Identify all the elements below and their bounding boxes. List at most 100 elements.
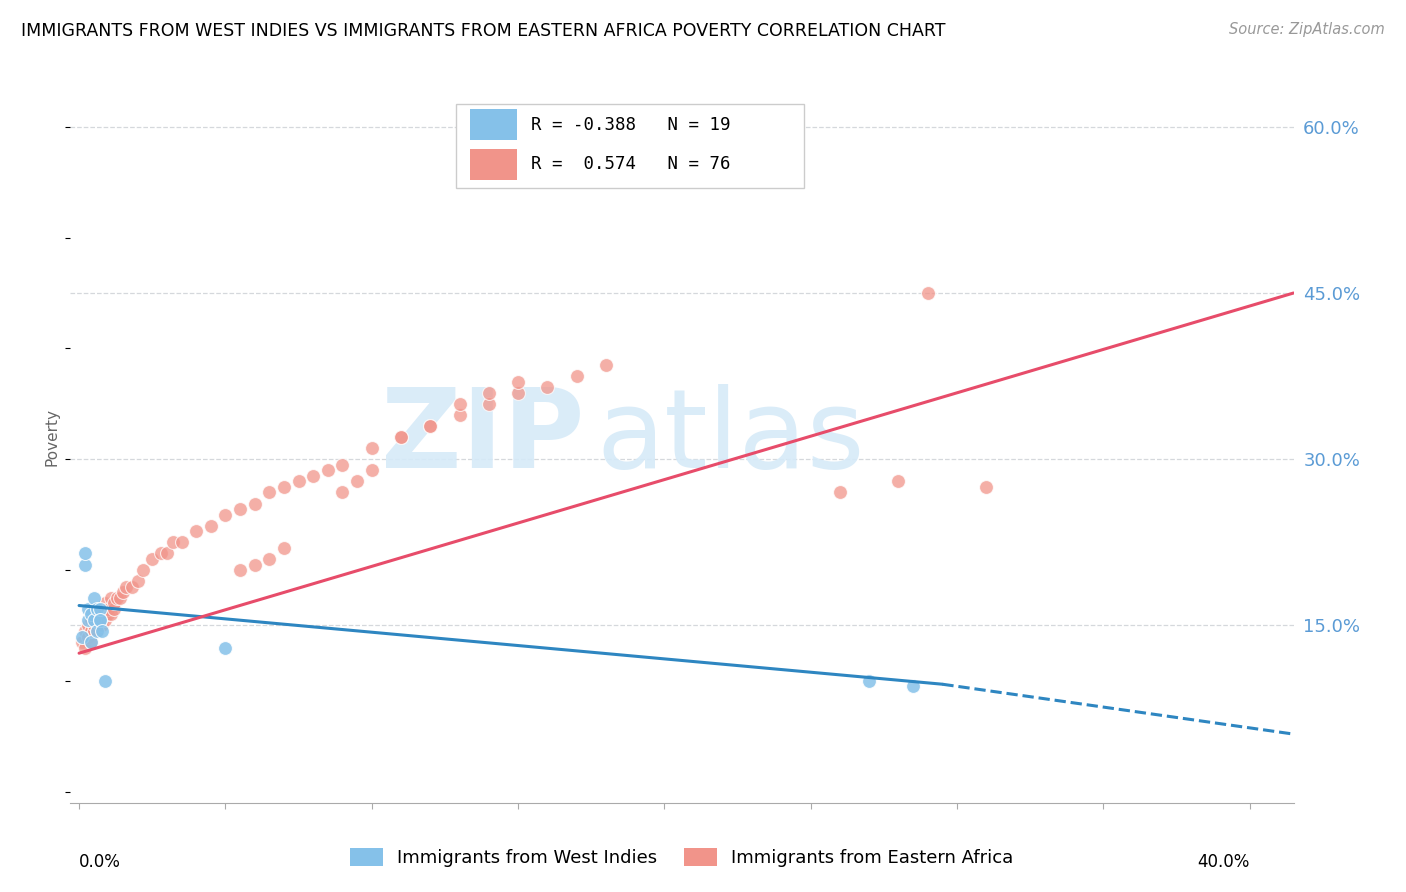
Point — [449, 397, 471, 411]
Point — [259, 552, 281, 566]
Point — [83, 591, 105, 605]
Point — [115, 580, 138, 594]
Point — [105, 591, 128, 605]
Point — [89, 602, 111, 616]
Point — [449, 408, 471, 422]
Point — [214, 508, 236, 522]
Point — [83, 624, 105, 638]
Point — [80, 635, 103, 649]
Point — [76, 613, 98, 627]
Point — [83, 613, 105, 627]
Point — [132, 563, 155, 577]
Point — [346, 475, 368, 489]
Point — [141, 552, 163, 566]
Legend: Immigrants from West Indies, Immigrants from Eastern Africa: Immigrants from West Indies, Immigrants … — [343, 840, 1021, 874]
Point — [73, 640, 96, 655]
Point — [76, 630, 98, 644]
Point — [91, 618, 114, 632]
Point — [419, 419, 441, 434]
Point — [162, 535, 184, 549]
Point — [901, 680, 924, 694]
Point — [243, 558, 266, 572]
Point — [360, 441, 382, 455]
Point — [214, 640, 236, 655]
Point — [100, 591, 122, 605]
Point — [80, 607, 103, 622]
Point — [316, 463, 339, 477]
Y-axis label: Poverty: Poverty — [45, 408, 60, 467]
Point — [91, 613, 114, 627]
Point — [595, 358, 617, 372]
Point — [76, 602, 98, 616]
Text: 40.0%: 40.0% — [1198, 853, 1250, 871]
Point — [273, 541, 295, 555]
Point — [89, 613, 111, 627]
Text: ZIP: ZIP — [381, 384, 583, 491]
Text: IMMIGRANTS FROM WEST INDIES VS IMMIGRANTS FROM EASTERN AFRICA POVERTY CORRELATIO: IMMIGRANTS FROM WEST INDIES VS IMMIGRANT… — [21, 22, 946, 40]
Point — [108, 591, 131, 605]
Point — [89, 613, 111, 627]
Point — [86, 613, 108, 627]
Point — [86, 602, 108, 616]
Point — [506, 385, 529, 400]
Point — [156, 546, 179, 560]
Point — [858, 673, 880, 688]
Point — [111, 585, 134, 599]
Point — [103, 602, 125, 616]
Point — [170, 535, 193, 549]
Point — [76, 618, 98, 632]
Text: atlas: atlas — [596, 384, 865, 491]
Point — [70, 630, 93, 644]
Point — [287, 475, 309, 489]
Point — [94, 596, 117, 610]
Point — [97, 607, 120, 622]
FancyBboxPatch shape — [456, 104, 804, 188]
Point — [150, 546, 173, 560]
Point — [917, 285, 939, 300]
Point — [91, 607, 114, 622]
Point — [828, 485, 851, 500]
Point — [478, 385, 501, 400]
Point — [302, 468, 325, 483]
Point — [73, 546, 96, 560]
Point — [259, 485, 281, 500]
Text: Source: ZipAtlas.com: Source: ZipAtlas.com — [1229, 22, 1385, 37]
Point — [360, 463, 382, 477]
Point — [243, 497, 266, 511]
Point — [86, 624, 108, 638]
Point — [80, 635, 103, 649]
Point — [91, 624, 114, 638]
Point — [100, 607, 122, 622]
Point — [565, 369, 588, 384]
Point — [80, 613, 103, 627]
Point — [80, 624, 103, 638]
Bar — [470, 110, 517, 140]
Point — [73, 558, 96, 572]
Point — [273, 480, 295, 494]
Point — [89, 602, 111, 616]
Point — [70, 635, 93, 649]
Point — [103, 596, 125, 610]
Point — [478, 397, 501, 411]
Point — [83, 607, 105, 622]
Point — [887, 475, 910, 489]
Point — [419, 419, 441, 434]
Point — [200, 518, 222, 533]
Point — [506, 375, 529, 389]
Text: R = -0.388   N = 19: R = -0.388 N = 19 — [531, 116, 731, 134]
Point — [229, 502, 252, 516]
Point — [332, 485, 354, 500]
Point — [184, 524, 207, 539]
Point — [97, 602, 120, 616]
Point — [332, 458, 354, 472]
Bar — [470, 149, 517, 179]
Point — [94, 673, 117, 688]
Point — [94, 613, 117, 627]
Text: 0.0%: 0.0% — [79, 853, 121, 871]
Point — [127, 574, 149, 589]
Point — [229, 563, 252, 577]
Point — [83, 618, 105, 632]
Point — [389, 430, 412, 444]
Point — [86, 607, 108, 622]
Point — [86, 624, 108, 638]
